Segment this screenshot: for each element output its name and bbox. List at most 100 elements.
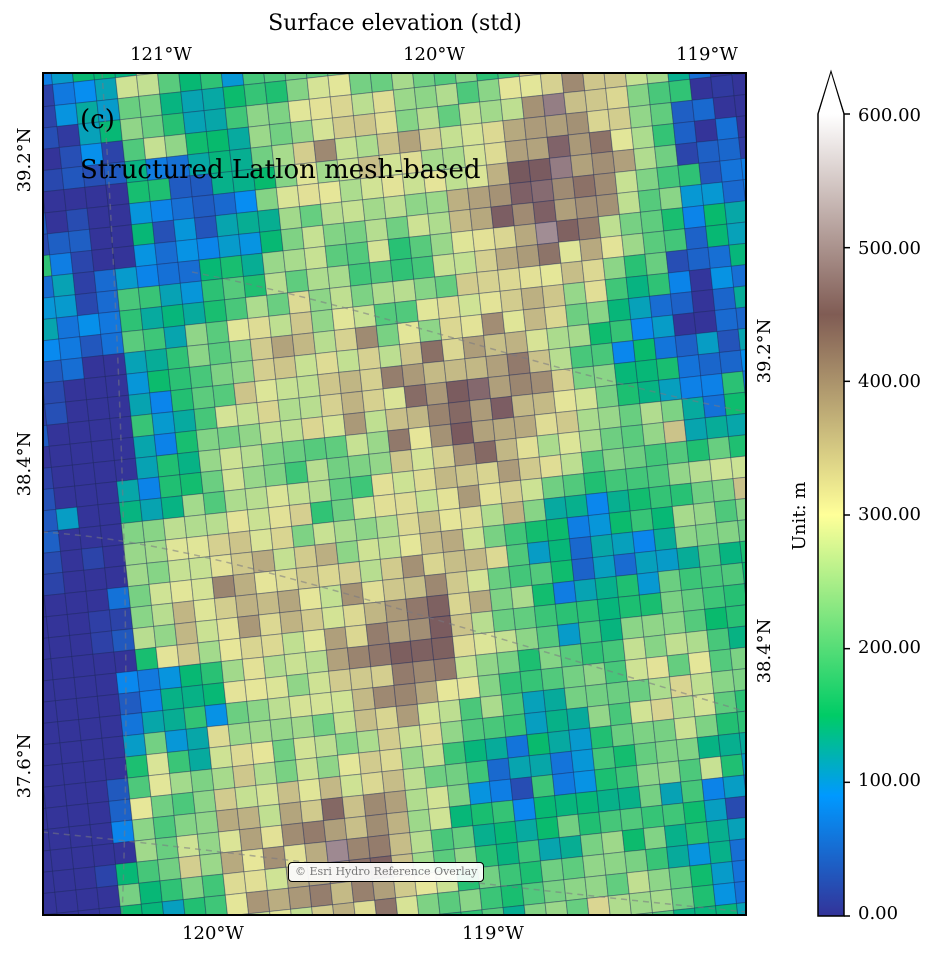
grid-cell	[153, 623, 178, 648]
grid-cell	[67, 228, 93, 254]
grid-cell	[495, 246, 520, 271]
grid-cell	[139, 497, 164, 522]
grid-cell	[279, 418, 305, 443]
grid-cell	[312, 329, 338, 355]
grid-cell	[359, 367, 384, 392]
grid-cell	[65, 207, 90, 233]
grid-cell	[605, 872, 630, 897]
grid-cell	[408, 425, 433, 451]
grid-cell	[467, 780, 493, 806]
grid-cell	[204, 511, 230, 537]
grid-cell	[188, 364, 214, 389]
grid-cell	[498, 671, 523, 696]
grid-cell	[138, 880, 163, 905]
grid-cell	[641, 613, 666, 638]
grid-cell	[280, 822, 306, 847]
grid-cell	[694, 713, 719, 739]
grid-cell	[236, 805, 262, 831]
grid-cell	[257, 208, 282, 233]
grid-cell	[300, 607, 325, 633]
colorbar-fill	[818, 114, 844, 916]
grid-cell	[418, 127, 443, 152]
grid-cell	[652, 718, 677, 743]
grid-cell	[263, 271, 289, 296]
grid-cell	[448, 208, 473, 234]
grid-cell	[92, 459, 118, 485]
grid-cell	[569, 153, 595, 178]
grid-cell	[181, 492, 206, 518]
map-panel[interactable]	[42, 72, 747, 916]
grid-cell	[475, 461, 501, 486]
grid-cell	[362, 792, 388, 817]
grid-cell	[563, 90, 588, 115]
grid-cell	[260, 633, 285, 658]
grid-cell	[101, 544, 127, 569]
grid-cell	[423, 764, 448, 789]
grid-cell	[722, 774, 747, 799]
grid-cell	[350, 283, 375, 308]
grid-cell	[200, 469, 225, 495]
grid-cell	[650, 697, 675, 722]
grid-cell	[566, 706, 591, 731]
grid-cell	[57, 719, 82, 744]
grid-cell	[505, 734, 530, 759]
grid-cell	[458, 101, 483, 126]
grid-cell	[697, 543, 722, 568]
grid-cell	[204, 703, 229, 728]
grid-cell	[42, 742, 63, 767]
grid-cell	[225, 509, 251, 534]
grid-cell	[582, 853, 607, 878]
grid-cell	[42, 338, 62, 363]
grid-cell	[130, 413, 155, 438]
grid-cell	[187, 747, 213, 772]
grid-cell	[484, 736, 509, 761]
grid-cell	[635, 762, 661, 788]
grid-cell	[96, 884, 121, 910]
grid-cell	[658, 377, 683, 402]
grid-cell	[387, 236, 413, 262]
grid-cell	[269, 717, 294, 742]
grid-cell	[156, 261, 181, 287]
grid-cell	[66, 803, 91, 828]
grid-cell	[233, 189, 259, 214]
grid-cell	[687, 842, 712, 867]
grid-cell	[255, 782, 280, 807]
grid-cell	[673, 716, 698, 741]
grid-cell	[227, 721, 252, 747]
left-tick-label: 39.2°N	[14, 127, 35, 193]
grid-cell	[601, 638, 626, 664]
grid-cell	[75, 695, 101, 721]
grid-cell	[42, 763, 66, 788]
grid-cell	[634, 550, 659, 575]
grid-cell	[726, 816, 747, 842]
grid-cell	[203, 299, 228, 324]
grid-cell	[429, 232, 455, 257]
grid-cell	[684, 821, 710, 846]
grid-cell	[243, 82, 268, 107]
grid-cell	[414, 488, 440, 514]
grid-cell	[627, 487, 652, 512]
grid-cell	[95, 289, 121, 314]
grid-cell	[545, 517, 571, 542]
grid-cell	[309, 500, 335, 525]
grid-cell	[485, 353, 510, 379]
grid-cell	[282, 248, 307, 273]
grid-cell	[331, 115, 357, 140]
grid-cell	[522, 307, 548, 332]
grid-cell	[321, 605, 346, 630]
grid-cell	[291, 332, 317, 357]
grid-cell	[543, 304, 569, 330]
grid-cell	[136, 859, 161, 884]
grid-cell	[583, 279, 609, 304]
grid-cell	[216, 425, 242, 450]
grid-cell	[258, 612, 283, 637]
grid-cell	[659, 589, 685, 615]
grid-cell	[178, 854, 203, 880]
grid-cell	[159, 686, 185, 712]
grid-cell	[546, 134, 572, 159]
grid-cell	[491, 608, 517, 633]
grid-cell	[382, 386, 407, 411]
grid-cell	[137, 476, 162, 501]
grid-cell	[403, 383, 428, 409]
grid-cell	[576, 407, 601, 433]
